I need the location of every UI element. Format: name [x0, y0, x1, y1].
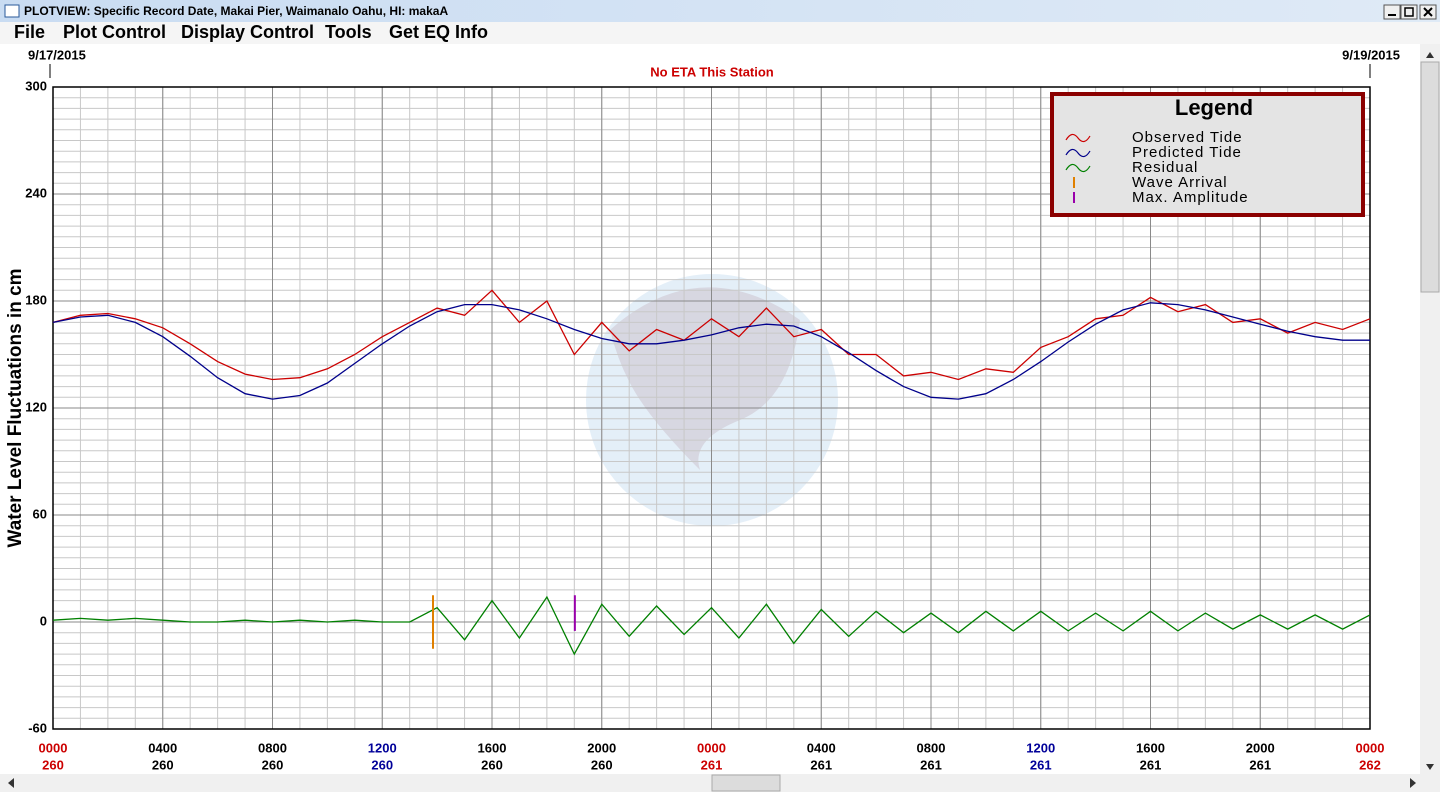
minimize-button[interactable]	[1383, 4, 1401, 20]
plot: -60 0 60 120 180 240 300 0000 260 0400 260 0800 260 1…	[25, 78, 1384, 772]
title-bar	[0, 0, 1440, 22]
x-tick-day: 261	[1249, 757, 1271, 772]
legend-label: Wave Arrival	[1132, 174, 1228, 191]
y-tick-label: 300	[25, 78, 47, 93]
scroll-thumb[interactable]	[711, 774, 781, 792]
x-tick-label: 0400	[148, 740, 177, 755]
x-tick-day: 261	[920, 757, 942, 772]
legend-label: Residual	[1132, 159, 1198, 176]
x-tick-label: 0800	[258, 740, 287, 755]
menu-item[interactable]: Display Control	[181, 22, 314, 42]
y-tick-label: 0	[40, 613, 47, 628]
x-tick-label: 1600	[478, 740, 507, 755]
x-tick-day: 261	[1030, 757, 1052, 772]
legend-title: Legend	[1175, 95, 1253, 120]
scroll-thumb[interactable]	[1420, 61, 1440, 293]
app-icon	[4, 4, 20, 18]
y-tick-label: -60	[28, 720, 47, 735]
x-tick-day: 260	[152, 757, 174, 772]
menu-item[interactable]: Tools	[325, 22, 372, 42]
icon	[1404, 7, 1414, 17]
x-tick-day: 260	[481, 757, 503, 772]
scroll-right[interactable]	[1410, 778, 1416, 788]
y-tick-label: 240	[25, 185, 47, 200]
x-tick-label: 0000	[697, 740, 726, 755]
end-date: 9/19/2015	[1342, 47, 1400, 62]
start-date: 9/17/2015	[28, 47, 86, 62]
window-title: PLOTVIEW: Specific Record Date, Makai Pi…	[24, 4, 448, 18]
x-tick-label: 0800	[917, 740, 946, 755]
y-tick-label: 120	[25, 399, 47, 414]
x-tick-day: 260	[371, 757, 393, 772]
x-tick-day: 260	[262, 757, 284, 772]
x-tick-day: 260	[591, 757, 613, 772]
x-tick-label: 0000	[1356, 740, 1385, 755]
legend-symbol	[1065, 148, 1091, 158]
legend-label: Max. Amplitude	[1132, 189, 1249, 206]
x-tick-day: 261	[701, 757, 723, 772]
x-tick-day: 262	[1359, 757, 1381, 772]
maximize-button[interactable]	[1400, 4, 1418, 20]
legend-symbol	[1065, 163, 1091, 173]
plot-border	[52, 86, 1371, 730]
x-tick-day: 261	[810, 757, 832, 772]
x-tick-label: 0400	[807, 740, 836, 755]
series-line	[52, 302, 1370, 400]
y-axis-label: Water Level Fluctuations in cm	[5, 268, 26, 547]
menu-item[interactable]: File	[14, 22, 45, 42]
x-tick-label: 1200	[1026, 740, 1055, 755]
legend-symbol	[1065, 133, 1091, 143]
series-line	[52, 595, 1371, 656]
legend-label: Predicted Tide	[1132, 144, 1242, 161]
menu-bar	[0, 22, 1440, 44]
window-buttons[interactable]	[1383, 4, 1437, 20]
x-tick-label: 0000	[39, 740, 68, 755]
y-tick-label: 180	[25, 292, 47, 307]
y-tick-label: 60	[33, 506, 47, 521]
x-tick-label: 1600	[1136, 740, 1165, 755]
x-tick-label: 2000	[587, 740, 616, 755]
menu-item[interactable]: Plot Control	[63, 22, 166, 42]
series-line	[52, 289, 1371, 381]
x-tick-label: 2000	[1246, 740, 1275, 755]
x-tick-label: 1200	[368, 740, 397, 755]
annotation: No ETA This Station	[650, 64, 774, 79]
scroll-left[interactable]	[8, 778, 14, 788]
x-tick-day: 261	[1140, 757, 1162, 772]
menu-item[interactable]: Get EQ Info	[389, 22, 488, 42]
legend-label: Observed Tide	[1132, 129, 1243, 146]
x-tick-day: 260	[42, 757, 64, 772]
legend-box	[1050, 92, 1365, 217]
scroll-up[interactable]	[1426, 52, 1434, 58]
icon	[1423, 7, 1433, 17]
scroll-down[interactable]	[1426, 764, 1434, 770]
